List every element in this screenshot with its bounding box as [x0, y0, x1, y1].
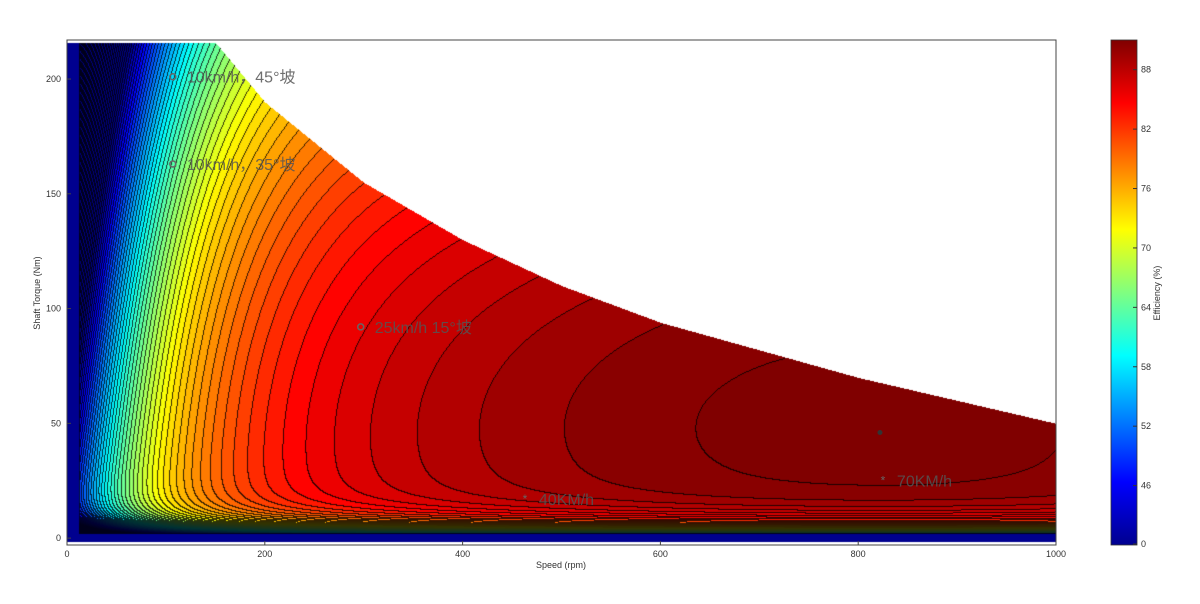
colorbar-tick-label: 70 — [1141, 243, 1151, 253]
colorbar-tick-label: 58 — [1141, 362, 1151, 372]
annotation-label: 40KM/h — [539, 492, 594, 509]
y-tick-label: 50 — [51, 418, 61, 428]
colorbar-tick-label: 0 — [1141, 539, 1146, 549]
x-tick-label: 1000 — [1046, 549, 1066, 559]
colorbar-label: Efficiency (%) — [1152, 266, 1162, 321]
x-tick-label: 200 — [257, 549, 272, 559]
annotation-star-marker: * — [881, 474, 886, 488]
x-tick-label: 600 — [653, 549, 668, 559]
efficiency-contour-map — [67, 40, 1056, 545]
annotation-star-marker: * — [523, 492, 528, 506]
annotation-label: 70KM/h — [897, 474, 952, 491]
annotation-marker — [169, 160, 177, 168]
x-axis-label: Speed (rpm) — [536, 560, 586, 570]
y-axis-label: Shaft Torque (Nm) — [32, 256, 42, 329]
plot-frame — [66, 39, 1057, 546]
operating-point-marker — [877, 430, 883, 436]
y-tick-label: 150 — [46, 189, 61, 199]
colorbar — [1110, 39, 1138, 546]
x-tick-label: 400 — [455, 549, 470, 559]
colorbar-tick-label: 64 — [1141, 302, 1151, 312]
y-tick-label: 200 — [46, 74, 61, 84]
x-tick-label: 800 — [851, 549, 866, 559]
annotation-marker — [356, 323, 365, 331]
annotation-marker — [169, 72, 177, 81]
x-tick-label: 0 — [64, 549, 69, 559]
annotation-label: 10km/h，35°坡 — [187, 156, 296, 174]
colorbar-tick-label: 88 — [1141, 65, 1151, 75]
colorbar-tick-label: 76 — [1141, 184, 1151, 194]
colorbar-tick-label: 52 — [1141, 421, 1151, 431]
colorbar-tick-label: 46 — [1141, 481, 1151, 491]
annotation-label: 25km/h 15°坡 — [375, 319, 472, 337]
colorbar-tick-label: 82 — [1141, 124, 1151, 134]
y-tick-label: 100 — [46, 304, 61, 314]
y-tick-label: 0 — [56, 533, 61, 543]
annotation-label: 10km/h，45°坡 — [187, 69, 296, 87]
